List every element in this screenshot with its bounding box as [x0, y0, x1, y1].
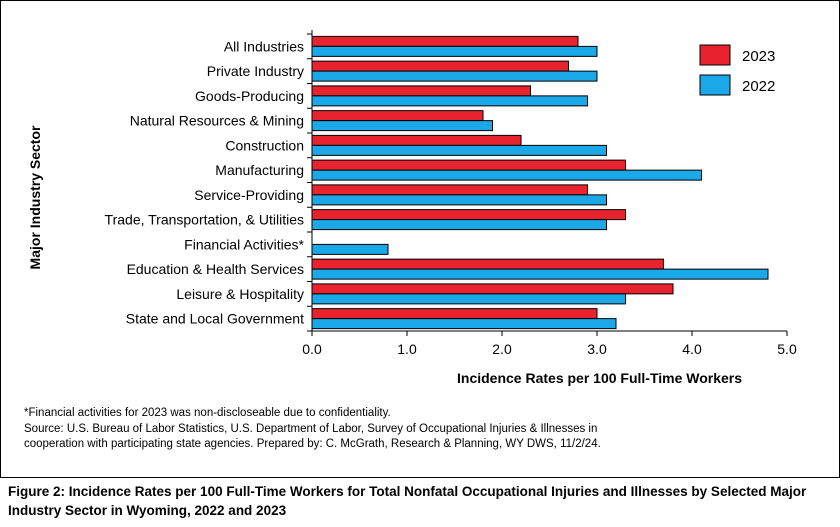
bar-2022 [311, 95, 588, 107]
category-label: Manufacturing [215, 162, 304, 178]
bar-2023 [311, 134, 522, 146]
bar-2023 [311, 184, 588, 196]
category-label: Education & Health Services [127, 261, 304, 277]
y-axis-title: Major Industry Sector [27, 125, 43, 269]
x-tick-label: 5.0 [777, 341, 797, 357]
legend-label-2023: 2023 [742, 48, 775, 65]
bar-2023 [311, 110, 484, 122]
bar-2022 [311, 268, 769, 280]
figure-caption: Figure 2: Incidence Rates per 100 Full-T… [8, 484, 807, 518]
bar-2022 [311, 219, 607, 231]
source-line-1: Source: U.S. Bureau of Labor Statistics,… [24, 423, 598, 435]
category-label: Private Industry [207, 63, 304, 79]
bar-2023 [311, 308, 598, 320]
bar-2022 [311, 120, 493, 132]
x-tick-label: 1.0 [397, 341, 417, 357]
category-label: Construction [225, 137, 304, 153]
x-axis-title: Incidence Rates per 100 Full-Time Worker… [457, 370, 742, 386]
bar-2022 [311, 45, 598, 57]
category-label: State and Local Government [126, 311, 304, 327]
category-label: Service-Providing [194, 187, 304, 203]
category-label: Natural Resources & Mining [130, 113, 304, 129]
bar-2023 [311, 85, 531, 97]
category-label: Trade, Transportation, & Utilities [105, 212, 304, 228]
bar-2023 [311, 60, 569, 72]
bar-2022 [311, 243, 389, 255]
bar-2022 [311, 293, 626, 305]
bar-2022 [311, 169, 702, 181]
x-tick-label: 4.0 [682, 341, 702, 357]
bar-2023 [311, 159, 626, 171]
bar-chart: All Industries Private Industry Goods-Prod… [27, 30, 797, 386]
x-tick-label: 3.0 [587, 341, 607, 357]
x-tick-label: 2.0 [492, 341, 512, 357]
bar-2023 [311, 258, 664, 270]
bar-2023 [311, 209, 626, 221]
category-label: Leisure & Hospitality [176, 286, 304, 302]
bar-2023 [311, 283, 674, 295]
source-line-2: cooperation with participating state age… [24, 438, 601, 450]
legend-swatch-2022 [699, 74, 731, 96]
legend-label-2022: 2022 [742, 78, 775, 95]
category-label: Financial Activities* [184, 236, 304, 252]
legend-swatch-2023 [699, 44, 731, 66]
bar-2022 [311, 70, 598, 82]
bar-2022 [311, 318, 617, 330]
x-tick-label: 0.0 [302, 341, 322, 357]
category-label: Goods-Producing [195, 88, 304, 104]
bar-2022 [311, 144, 607, 156]
bar-2022 [311, 194, 607, 206]
category-label: All Industries [224, 38, 304, 54]
footnote: *Financial activities for 2023 was non-d… [24, 407, 391, 419]
bar-2023 [311, 35, 579, 47]
